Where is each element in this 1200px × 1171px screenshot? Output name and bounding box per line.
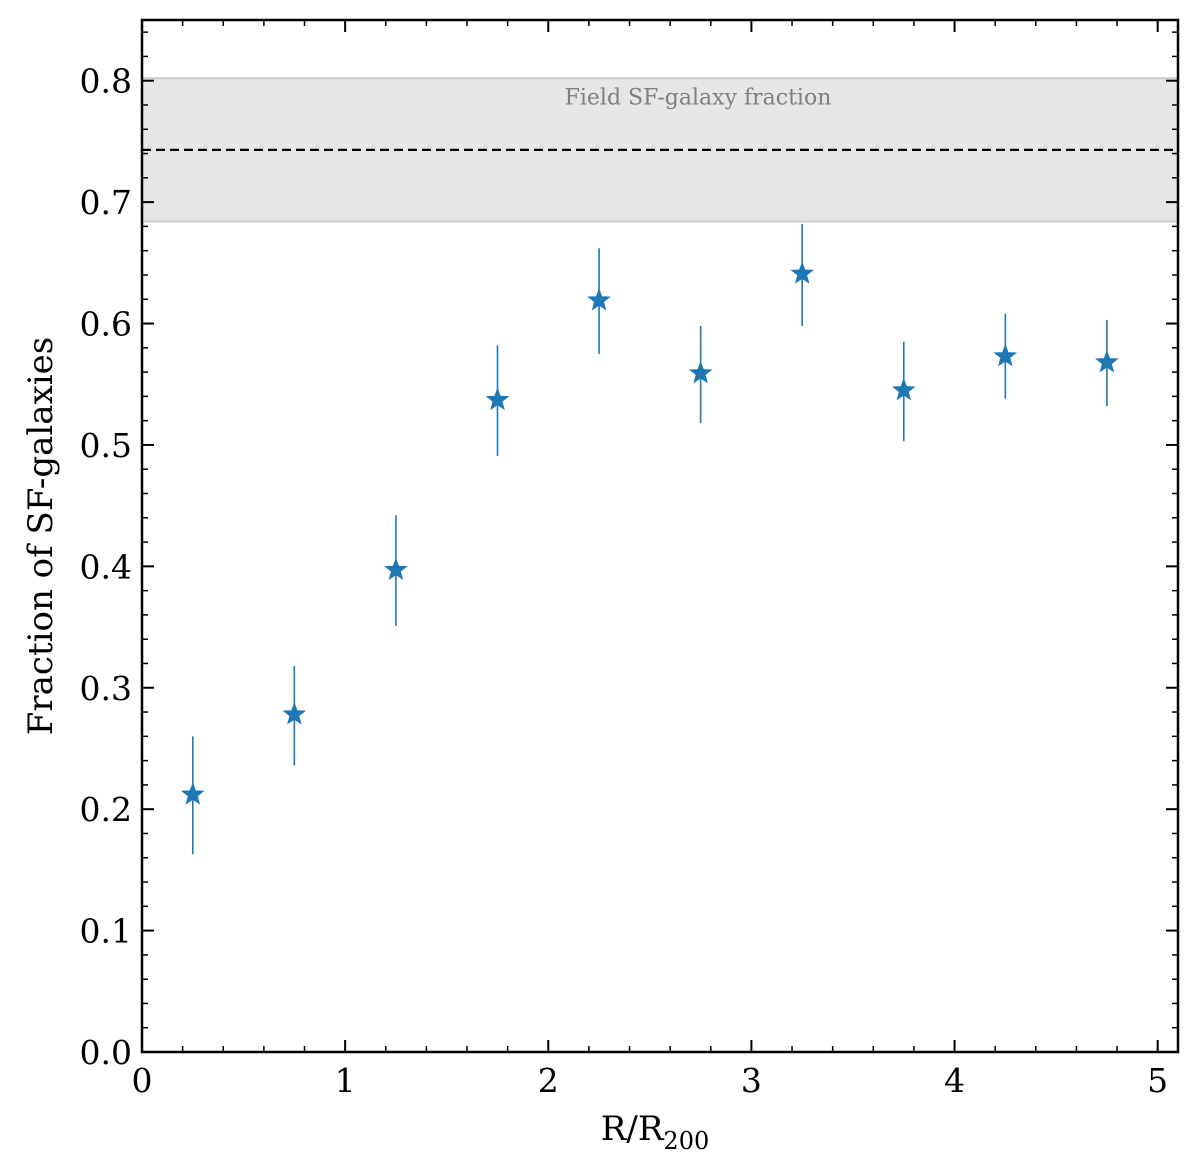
data-point-star bbox=[790, 261, 815, 284]
x-tick-label: 0 bbox=[132, 1061, 153, 1100]
x-axis-label-main: R/R bbox=[601, 1109, 665, 1149]
y-tick-label: 0.1 bbox=[80, 912, 132, 951]
field-band-label: Field SF-galaxy fraction bbox=[565, 85, 832, 110]
y-tick-label: 0.6 bbox=[80, 305, 132, 344]
data-point-star bbox=[282, 702, 307, 725]
y-tick-label: 0.5 bbox=[80, 426, 132, 465]
data-point-star bbox=[688, 360, 713, 384]
x-axis-label: R/R200 bbox=[601, 1109, 709, 1155]
y-tick-label: 0.0 bbox=[80, 1033, 132, 1072]
data-point-star bbox=[180, 782, 205, 805]
data-point-star bbox=[587, 288, 611, 311]
x-tick-label: 4 bbox=[944, 1061, 965, 1100]
data-point-star bbox=[485, 387, 510, 411]
data-point-star bbox=[891, 377, 916, 401]
plot-frame bbox=[140, 18, 1180, 1054]
x-tick-label: 3 bbox=[741, 1061, 762, 1100]
x-axis-label-subscript: 200 bbox=[663, 1127, 709, 1155]
y-tick-label: 0.8 bbox=[80, 62, 132, 101]
data-point-star bbox=[993, 343, 1018, 367]
x-tick-label: 5 bbox=[1147, 1061, 1168, 1100]
x-tick-label: 2 bbox=[538, 1061, 559, 1100]
data-point-star bbox=[1095, 349, 1119, 373]
y-tick-label: 0.2 bbox=[80, 790, 132, 829]
y-axis-label: Fraction of SF-galaxies bbox=[21, 337, 61, 735]
field-fraction-band-layer bbox=[142, 77, 1178, 223]
y-tick-label: 0.7 bbox=[80, 183, 132, 222]
x-tick-label: 1 bbox=[335, 1061, 356, 1100]
data-point-star bbox=[384, 557, 408, 581]
y-tick-label: 0.3 bbox=[80, 669, 132, 708]
y-tick-label: 0.4 bbox=[80, 547, 132, 586]
data-layer bbox=[180, 223, 1119, 855]
